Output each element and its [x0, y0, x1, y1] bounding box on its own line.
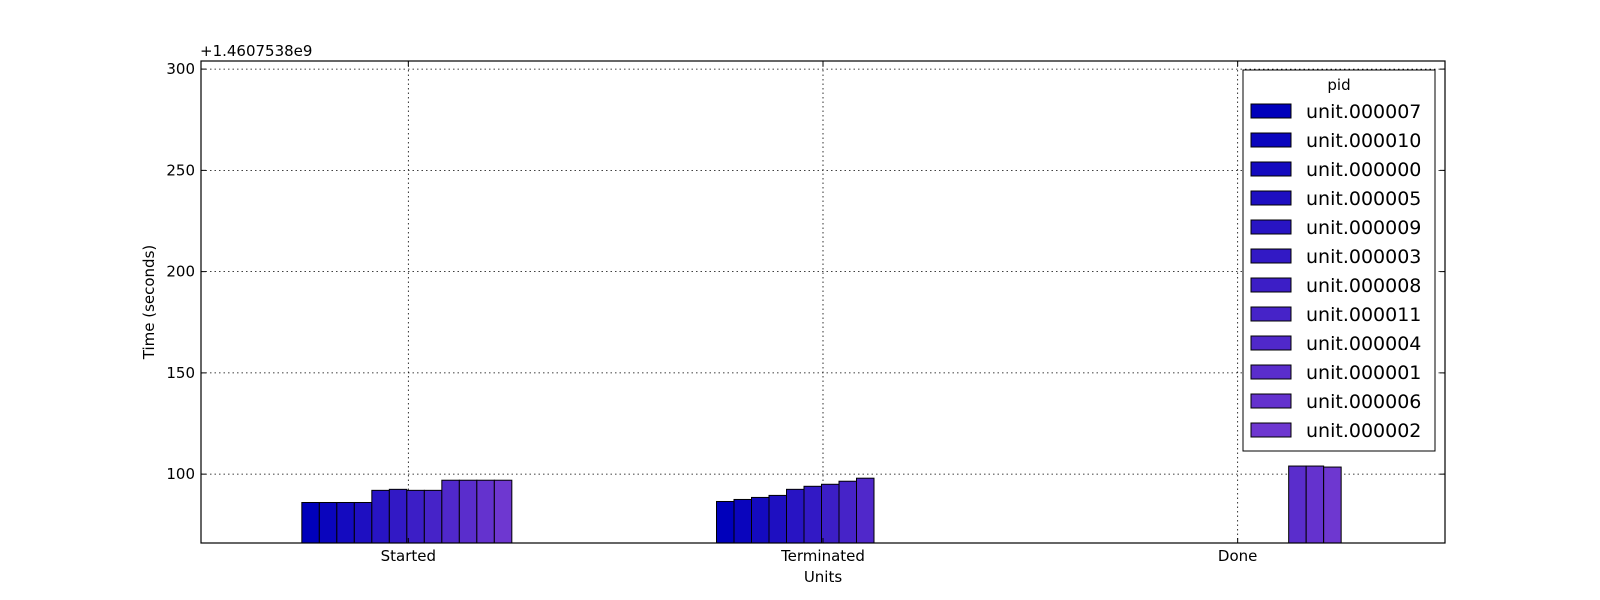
bar-unit.000000-terminated [751, 496, 770, 544]
legend-entry-label: unit.000006 [1306, 391, 1421, 413]
ticks: 100 150 200 250 300 Started Terminated Done [166, 60, 1445, 565]
legend-entry-label: unit.000011 [1306, 304, 1421, 326]
legend-entry-label: unit.000000 [1306, 159, 1421, 181]
x-tick-label: Done [1218, 547, 1257, 565]
legend-swatch [1250, 422, 1292, 438]
bar-unit.000011-started [423, 489, 443, 544]
grid [201, 61, 1445, 543]
bar-unit.000002-done [1323, 466, 1342, 544]
legend-swatch [1250, 103, 1292, 119]
bar-unit.000008-terminated [821, 483, 840, 544]
legend-swatch [1250, 364, 1292, 380]
legend-swatch [1250, 161, 1292, 177]
legend-entry-label: unit.000003 [1306, 246, 1421, 268]
bar-unit.000003-started [388, 488, 408, 544]
bar-unit.000009-terminated [786, 488, 805, 544]
legend-entry-label: unit.000004 [1306, 333, 1421, 355]
legend-entry-label: unit.000007 [1306, 101, 1421, 123]
bar-unit.000010-terminated [733, 498, 752, 544]
y-tick-label: 200 [166, 263, 195, 281]
legend-swatch [1250, 393, 1292, 409]
legend-entry-label: unit.000008 [1306, 275, 1421, 297]
y-tick-label: 250 [166, 161, 195, 179]
bar-unit.000009-started [371, 489, 390, 544]
legend-entry-label: unit.000001 [1306, 362, 1421, 384]
legend-title: pid [1327, 76, 1350, 94]
legend-entry-label: unit.000010 [1306, 130, 1421, 152]
legend-swatch [1250, 335, 1292, 351]
y-tick-label: 150 [166, 364, 195, 382]
bar-unit.000005-started [353, 501, 373, 544]
bar-unit.000011-terminated [838, 480, 857, 544]
bar-unit.000001-started [458, 479, 478, 544]
bar-unit.000005-terminated [768, 494, 787, 544]
legend-entry-label: unit.000005 [1306, 188, 1421, 210]
bar-unit.000002-started [493, 479, 513, 544]
legend-swatch [1250, 248, 1292, 264]
bar-unit.000007-started [301, 501, 320, 544]
x-tick-label: Terminated [780, 547, 865, 565]
bar-unit.000006-started [476, 479, 495, 544]
x-axis-label: Units [804, 568, 843, 586]
y-tick-label: 300 [166, 60, 195, 78]
bar-unit.000004-terminated [856, 477, 875, 544]
y-offset-text: +1.4607538e9 [200, 42, 312, 60]
bars [301, 465, 1342, 544]
bar-unit.000007-terminated [716, 500, 735, 544]
bar-unit.000000-started [336, 501, 355, 544]
bar-unit.000006-done [1305, 465, 1325, 544]
bar-unit.000001-done [1288, 465, 1307, 544]
legend-swatch [1250, 306, 1292, 322]
legend-swatch [1250, 190, 1292, 206]
bar-unit.000010-started [318, 501, 338, 544]
legend: pid unit.000007 unit.000010 unit.000000 uni… [1242, 69, 1436, 452]
bar-unit.000003-terminated [803, 485, 822, 544]
legend-swatch [1250, 132, 1292, 148]
y-axis-label: Time (seconds) [140, 245, 158, 361]
bar-unit.000008-started [406, 489, 425, 544]
x-tick-label: Started [381, 547, 436, 565]
y-tick-label: 100 [166, 465, 195, 483]
legend-swatch [1250, 277, 1292, 293]
bar-unit.000004-started [441, 479, 460, 544]
legend-swatch [1250, 219, 1292, 235]
legend-entry-label: unit.000002 [1306, 420, 1421, 442]
legend-entry-label: unit.000009 [1306, 217, 1421, 239]
